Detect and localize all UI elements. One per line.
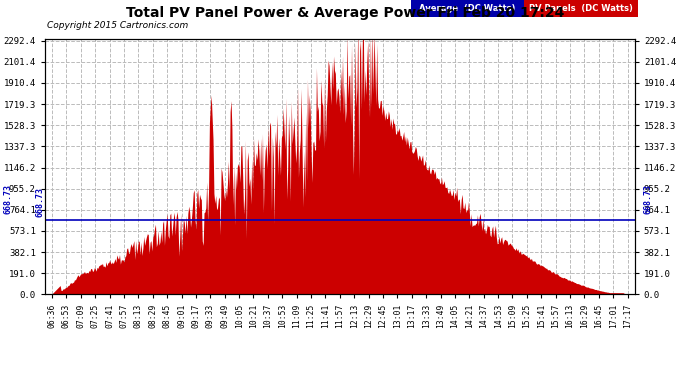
Text: Total PV Panel Power & Average Power Fri Feb 20 17:24: Total PV Panel Power & Average Power Fri… bbox=[126, 6, 564, 20]
Text: Copyright 2015 Cartronics.com: Copyright 2015 Cartronics.com bbox=[47, 21, 188, 30]
Text: PV Panels  (DC Watts): PV Panels (DC Watts) bbox=[529, 4, 633, 13]
Text: 668.73: 668.73 bbox=[36, 187, 45, 217]
Text: Average  (DC Watts): Average (DC Watts) bbox=[420, 4, 515, 13]
Text: 668.73: 668.73 bbox=[643, 184, 652, 214]
Text: 668.73: 668.73 bbox=[3, 184, 12, 214]
